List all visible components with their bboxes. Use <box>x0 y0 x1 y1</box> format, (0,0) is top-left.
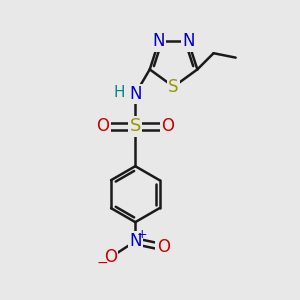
Text: S: S <box>168 78 179 96</box>
Text: N: N <box>129 85 142 103</box>
Text: N: N <box>182 32 194 50</box>
Text: N: N <box>153 32 165 50</box>
Text: O: O <box>96 117 110 135</box>
Text: O: O <box>157 238 170 256</box>
Text: −: − <box>96 256 108 270</box>
Text: S: S <box>130 117 141 135</box>
Text: O: O <box>161 117 174 135</box>
Text: +: + <box>136 228 147 241</box>
Text: H: H <box>113 85 125 100</box>
Text: N: N <box>129 232 142 250</box>
Text: O: O <box>104 248 117 266</box>
